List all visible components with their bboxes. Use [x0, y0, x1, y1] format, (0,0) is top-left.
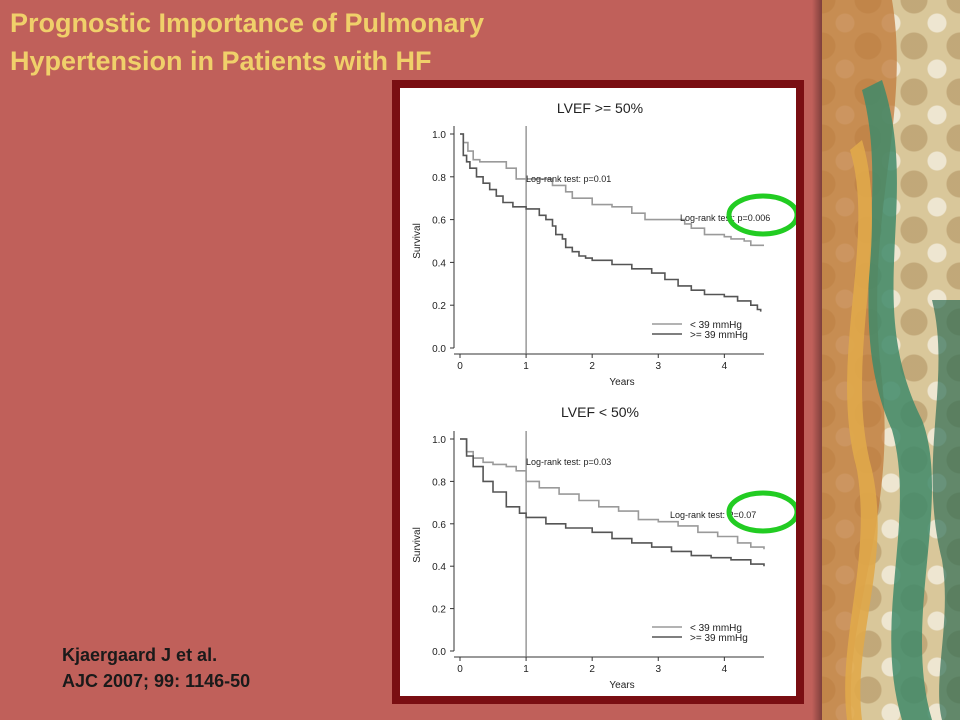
log-rank-annotation: Log-rank test: P=0.07 [670, 510, 756, 520]
series-line [460, 438, 765, 567]
x-tick-label: 1 [523, 361, 529, 372]
chart-panel: LVEF >= 50% 0.0 0.2 0.4 0.6 0.8 1.0 0 1 2 3 4 Years S… [412, 100, 796, 388]
y-axis-label: Survival [412, 223, 423, 259]
figure-panel: LVEF >= 50% 0.0 0.2 0.4 0.6 0.8 1.0 0 1 2 3 4 Years S… [400, 88, 796, 696]
y-tick-label: 0.0 [432, 344, 446, 355]
x-tick-label: 4 [722, 361, 728, 372]
series-line [460, 133, 764, 247]
y-tick-label: 1.0 [432, 435, 446, 446]
log-rank-annotation: Log-rank test: p=0.03 [526, 457, 611, 467]
figure-frame: LVEF >= 50% 0.0 0.2 0.4 0.6 0.8 1.0 0 1 2 3 4 Years S… [392, 80, 804, 704]
series-line [460, 133, 762, 312]
x-tick-label: 0 [457, 361, 463, 372]
y-tick-label: 0.2 [432, 605, 446, 616]
survival-charts: LVEF >= 50% 0.0 0.2 0.4 0.6 0.8 1.0 0 1 2 3 4 Years S… [412, 100, 796, 691]
slide-title: Prognostic Importance of Pulmonary Hyper… [10, 4, 630, 80]
highlight-circle [726, 193, 796, 237]
citation-author: Kjaergaard J et al. [62, 645, 218, 665]
y-tick-label: 0.6 [432, 520, 446, 531]
title-line: Hypertension in Patients with HF [10, 46, 432, 76]
x-tick-label: 1 [523, 664, 529, 675]
log-rank-annotation: Log-rank test: p=0.006 [680, 213, 770, 223]
chart-panel: LVEF < 50% 0.0 0.2 0.4 0.6 0.8 1.0 0 1 2 3 4 Years Su… [412, 404, 796, 691]
y-tick-label: 1.0 [432, 130, 446, 141]
y-tick-label: 0.6 [432, 216, 446, 227]
highlight-circle [726, 490, 796, 534]
legend-entry: >= 39 mmHg [690, 330, 748, 341]
x-tick-label: 0 [457, 664, 463, 675]
y-tick-label: 0.8 [432, 477, 446, 488]
x-axis-label: Years [609, 377, 634, 388]
x-tick-label: 3 [655, 664, 661, 675]
x-tick-label: 3 [655, 361, 661, 372]
y-tick-label: 0.4 [432, 562, 446, 573]
y-axis-label: Survival [412, 527, 423, 563]
series-line [460, 438, 765, 550]
x-tick-label: 4 [722, 664, 728, 675]
y-tick-label: 0.2 [432, 301, 446, 312]
x-tick-label: 2 [589, 361, 595, 372]
x-axis-label: Years [609, 680, 634, 691]
chart-title: LVEF < 50% [561, 404, 639, 420]
y-tick-label: 0.0 [432, 647, 446, 658]
title-line: Prognostic Importance of Pulmonary [10, 8, 485, 38]
legend-entry: < 39 mmHg [690, 320, 742, 331]
legend-entry: < 39 mmHg [690, 623, 742, 634]
y-tick-label: 0.4 [432, 258, 446, 269]
citation-journal: AJC 2007; 99: 1146-50 [62, 671, 251, 691]
chart-title: LVEF >= 50% [557, 100, 643, 116]
log-rank-annotation: Log-rank test: p=0.01 [526, 174, 611, 184]
legend-entry: >= 39 mmHg [690, 633, 748, 644]
y-tick-label: 0.8 [432, 173, 446, 184]
citation: Kjaergaard J et al. AJC 2007; 99: 1146-5… [62, 642, 250, 694]
floral-pattern-icon [822, 0, 960, 720]
x-tick-label: 2 [589, 664, 595, 675]
